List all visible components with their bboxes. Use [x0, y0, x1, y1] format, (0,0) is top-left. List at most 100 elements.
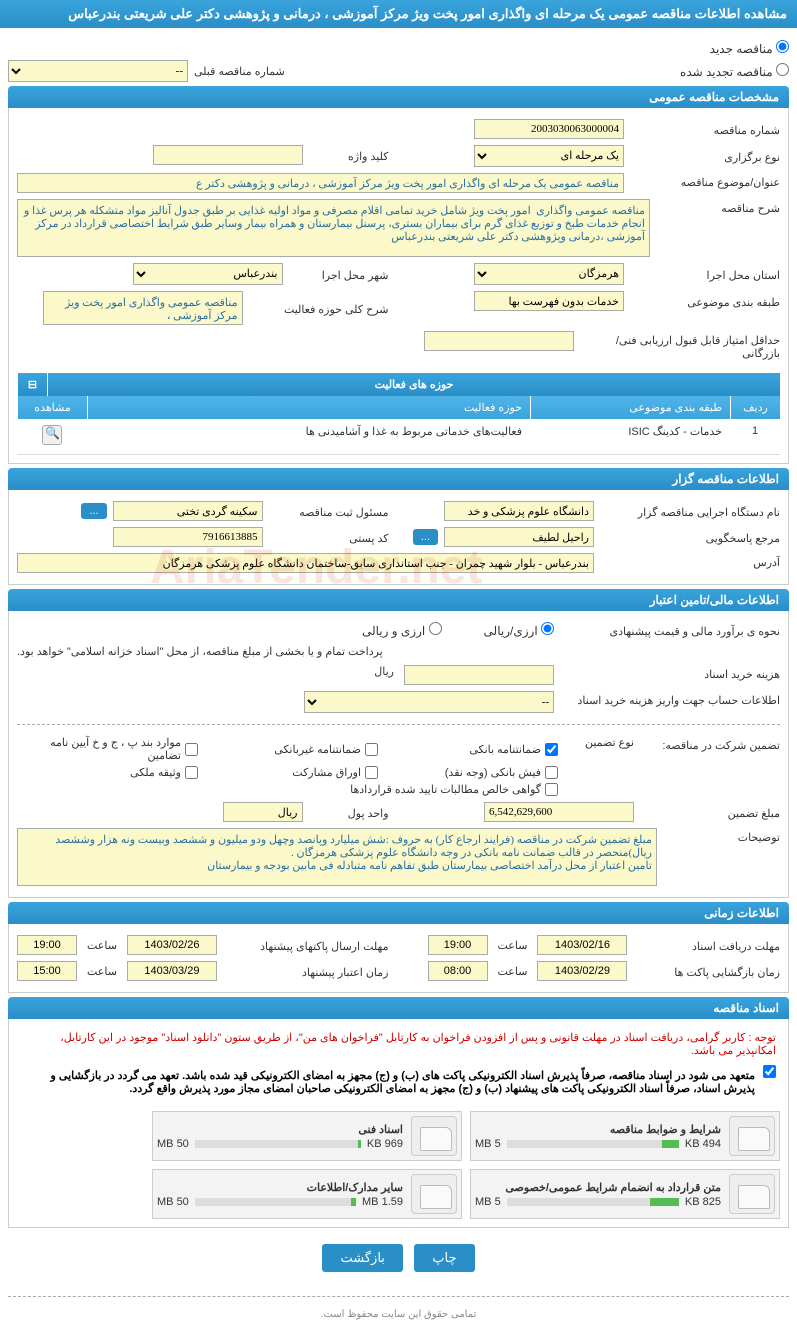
province-select[interactable]: هرمزگان	[474, 263, 624, 285]
file-card[interactable]: شرایط و ضوابط مناقصه494 KB5 MB	[470, 1111, 780, 1161]
agree-checkbox[interactable]	[763, 1065, 776, 1078]
collapse-icon[interactable]: ⊟	[17, 373, 47, 396]
contact-input	[444, 527, 594, 547]
title-input[interactable]	[17, 173, 624, 193]
file-max: 50 MB	[157, 1138, 189, 1150]
submit-label: مهلت ارسال پاکتهای پیشنهاد	[227, 937, 389, 953]
folder-icon	[729, 1174, 775, 1214]
city-label: شهر محل اجرا	[289, 266, 389, 282]
province-label: استان محل اجرا	[630, 266, 780, 282]
radio-new[interactable]: مناقصه جدید	[710, 42, 789, 56]
validity-date[interactable]	[127, 961, 217, 981]
view-icon[interactable]	[42, 425, 62, 445]
file-name: متن قرارداد به انضمام شرایط عمومی/خصوصی	[475, 1181, 721, 1194]
number-label: شماره مناقصه	[630, 121, 780, 137]
chk-nonbank[interactable]: ضمانتنامه غیربانکی	[198, 736, 378, 762]
reg-officer-input	[113, 501, 263, 521]
back-button[interactable]: بازگشت	[322, 1244, 402, 1272]
contact-more-button[interactable]: ...	[413, 529, 438, 545]
folder-icon	[729, 1116, 775, 1156]
notice-black: متعهد می شود در اسناد مناقصه، صرفاً پذیر…	[21, 1065, 759, 1099]
col-view-header: مشاهده	[17, 396, 87, 419]
explain-textarea[interactable]: مبلغ تضمین شرکت در مناقصه (فرایند ارجاع …	[17, 828, 657, 886]
keyword-label: کلید واژه	[309, 147, 389, 163]
open-time[interactable]	[428, 961, 488, 981]
file-progress-bar	[195, 1198, 356, 1206]
open-date[interactable]	[537, 961, 627, 981]
type-select[interactable]: یک مرحله ای	[474, 145, 624, 167]
file-card[interactable]: سایر مدارک/اطلاعات 1.59 MB 50 MB	[152, 1169, 462, 1219]
file-max: 50 MB	[157, 1196, 189, 1208]
address-input	[17, 553, 594, 573]
submit-date[interactable]	[127, 935, 217, 955]
row-idx: 1	[730, 419, 780, 454]
min-score-input[interactable]	[424, 331, 574, 351]
file-progress-bar	[507, 1140, 679, 1148]
currency-opt1[interactable]: ارزی/ریالی	[484, 622, 554, 638]
file-card[interactable]: اسناد فنی969 KB50 MB	[152, 1111, 462, 1161]
open-label: زمان بازگشایی پاکت ها	[637, 963, 780, 979]
guarantee-type-label: تضمین شرکت در مناقصه:	[640, 736, 780, 752]
field-label: شرح کلی حوزه فعالیت	[249, 300, 389, 316]
city-select[interactable]: بندرعباس	[133, 263, 283, 285]
file-size: 969 KB	[367, 1138, 403, 1150]
exec-input	[444, 501, 594, 521]
section-organizer-header: اطلاعات مناقصه گزار	[8, 468, 789, 490]
address-label: آدرس	[600, 553, 780, 569]
estimate-label: نحوه ی برآورد مالی و قیمت پیشنهادی	[560, 622, 780, 638]
prev-number-label: شماره مناقصه قبلی	[194, 65, 285, 78]
file-name: سایر مدارک/اطلاعات	[157, 1181, 403, 1194]
section-general-header: مشخصات مناقصه عمومی	[8, 86, 789, 108]
amount-input[interactable]	[484, 802, 634, 822]
account-select[interactable]: --	[304, 691, 554, 713]
doc-cost-label: هزینه خرید اسناد	[560, 665, 780, 681]
activity-table: حوزه های فعالیت ⊟ ردیف طبقه بندی موضوعی …	[17, 373, 780, 455]
field-textarea: مناقصه عمومی واگذاری امور پخت ویژ مرکز آ…	[43, 291, 243, 325]
chk-bank[interactable]: ضمانتنامه بانکی	[378, 736, 558, 762]
chk-cash[interactable]: فیش بانکی (وجه نقد)	[378, 766, 558, 779]
file-max: 5 MB	[475, 1196, 501, 1208]
col-act-header: حوزه فعالیت	[87, 396, 530, 419]
amount-unit-input	[223, 802, 303, 822]
chk-receivables[interactable]: گواهی خالص مطالبات تایید شده قراردادها	[298, 783, 558, 796]
exec-label: نام دستگاه اجرایی مناقصه گزار	[600, 503, 780, 519]
file-size: 1.59 MB	[362, 1196, 403, 1208]
desc-label: شرح مناقصه	[656, 199, 780, 215]
file-max: 5 MB	[475, 1138, 501, 1150]
validity-time[interactable]	[17, 961, 77, 981]
activity-table-title: حوزه های فعالیت	[47, 373, 780, 396]
file-progress-bar	[507, 1198, 679, 1206]
postal-input	[113, 527, 263, 547]
time-label-4: ساعت	[87, 965, 117, 978]
keyword-input[interactable]	[153, 145, 303, 165]
chk-bonds[interactable]: اوراق مشارکت	[198, 766, 378, 779]
receive-time[interactable]	[428, 935, 488, 955]
type-label: نوع برگزاری	[630, 148, 780, 164]
validity-label: زمان اعتبار پیشنهاد	[227, 963, 389, 979]
folder-icon	[411, 1174, 457, 1214]
col-idx-header: ردیف	[730, 396, 780, 419]
reg-officer-more-button[interactable]: ...	[81, 503, 106, 519]
doc-cost-input[interactable]	[404, 665, 554, 685]
chk-regs[interactable]: موارد بند پ ، ج و خ آیین نامه تضامین	[18, 736, 198, 762]
time-label-3: ساعت	[498, 965, 528, 978]
receive-date[interactable]	[537, 935, 627, 955]
guarantee-type-sub: نوع تضمین	[564, 736, 634, 749]
currency-opt2[interactable]: ارزی و ریالی	[362, 622, 442, 638]
prev-number-select[interactable]: --	[8, 60, 188, 82]
category-input	[474, 291, 624, 311]
notice-red: توجه : کاربر گرامی، دریافت اسناد در مهلت…	[17, 1027, 780, 1061]
category-label: طبقه بندی موضوعی	[630, 293, 780, 309]
desc-textarea[interactable]: مناقصه عمومی واگذاری امور پخت ویژ شامل خ…	[17, 199, 650, 257]
radio-renewed[interactable]: مناقصه تجدید شده	[680, 63, 789, 79]
chk-property[interactable]: وثیقه ملکی	[18, 766, 198, 779]
file-card[interactable]: متن قرارداد به انضمام شرایط عمومی/خصوصی 8…	[470, 1169, 780, 1219]
explain-label: توضیحات	[663, 828, 780, 844]
section-timing-header: اطلاعات زمانی	[8, 902, 789, 924]
section-financial-header: اطلاعات مالی/تامین اعتبار	[8, 589, 789, 611]
print-button[interactable]: چاپ	[414, 1244, 474, 1272]
submit-time[interactable]	[17, 935, 77, 955]
file-size: 825 KB	[685, 1196, 721, 1208]
title-label: عنوان/موضوع مناقصه	[630, 173, 780, 189]
col-cat-header: طبقه بندی موضوعی	[530, 396, 730, 419]
